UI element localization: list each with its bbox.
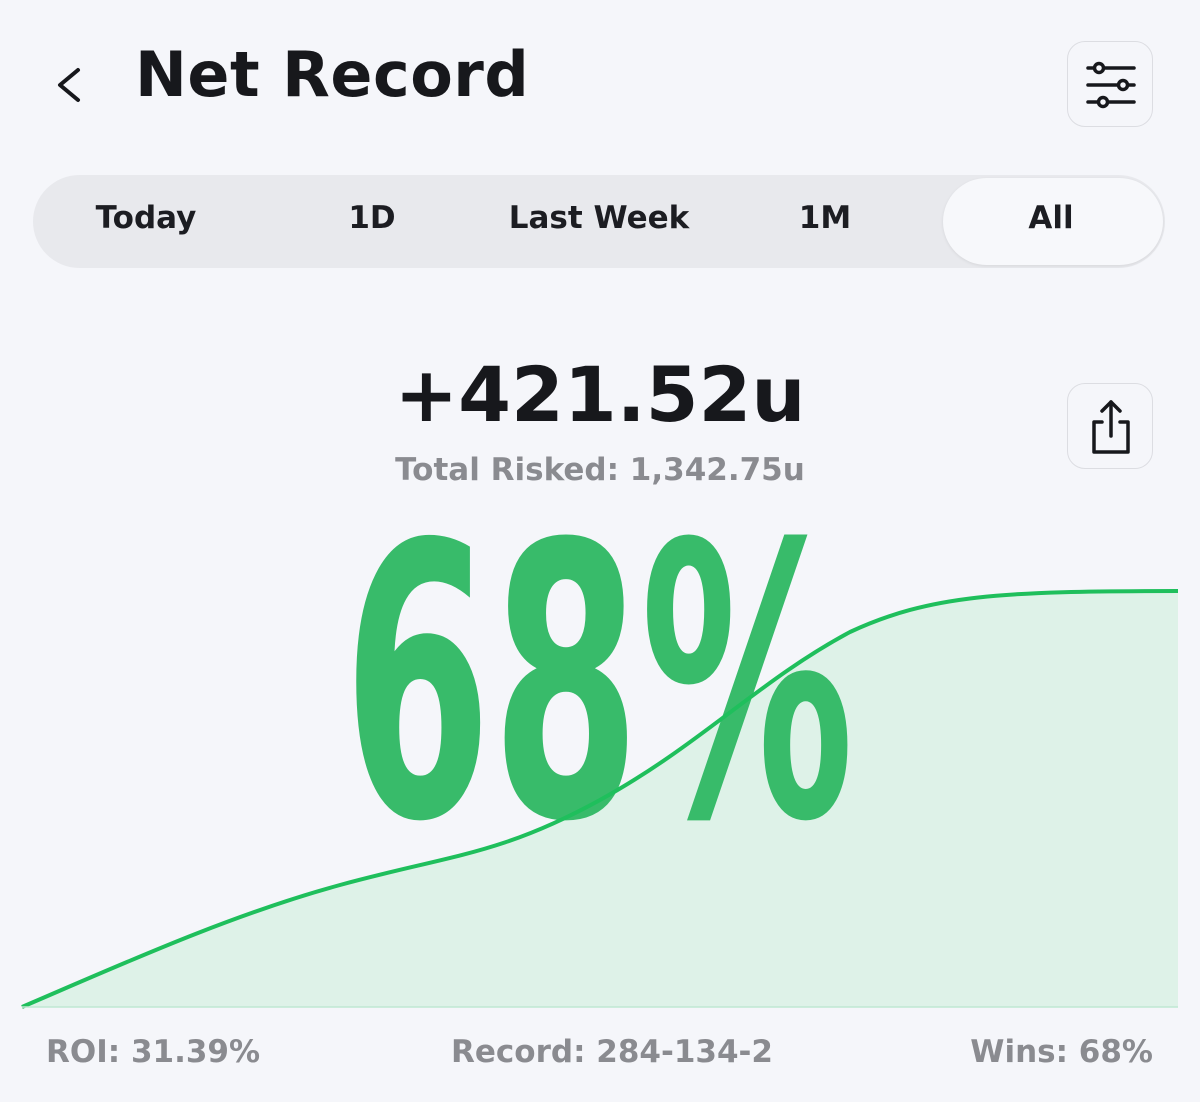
area-fill xyxy=(22,591,1178,1007)
win-rate: 68% xyxy=(343,465,854,905)
record: Record: 284-134-2 xyxy=(451,1034,773,1070)
tab[interactable]: All xyxy=(1028,200,1074,236)
filter-icon xyxy=(1086,61,1136,109)
back-button[interactable] xyxy=(58,68,80,102)
share-icon xyxy=(1092,400,1130,454)
wins: Wins: 68% xyxy=(970,1034,1153,1070)
tab[interactable]: Last Week xyxy=(508,200,690,236)
filter-button[interactable] xyxy=(1067,41,1153,127)
page-title: Net Record xyxy=(135,38,530,111)
roi: ROI: 31.39% xyxy=(46,1034,261,1070)
tab[interactable]: Today xyxy=(95,200,197,236)
active-tab xyxy=(943,178,1163,265)
net-units: +421.52u xyxy=(394,350,806,439)
trend-line xyxy=(21,589,1179,1009)
tab[interactable]: 1M xyxy=(798,200,852,236)
tab[interactable]: 1D xyxy=(348,200,396,236)
total-risked: Total Risked: 1,342.75u xyxy=(395,452,805,488)
share-button[interactable] xyxy=(1067,383,1153,469)
